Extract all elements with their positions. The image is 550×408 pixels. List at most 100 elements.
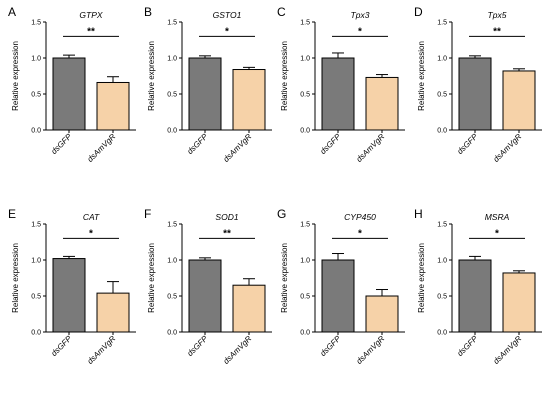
y-tick-label: 1.5 bbox=[31, 20, 41, 27]
x-tick-label: dsAmVgR bbox=[492, 334, 524, 366]
gene-title: MSRA bbox=[485, 212, 510, 222]
gene-title: SOD1 bbox=[215, 212, 238, 222]
x-tick-label: dsGFP bbox=[49, 132, 73, 156]
panel-letter: D bbox=[414, 5, 423, 19]
bar-dsGFP bbox=[321, 57, 355, 131]
panel-H: H Relative expression 0.0 0.5 1.0 1.5 dsGFP dsA… bbox=[414, 207, 542, 366]
significance-marker: * bbox=[225, 26, 229, 37]
y-axis-label: Relative expression bbox=[147, 243, 156, 313]
panel-letter: E bbox=[8, 207, 16, 221]
bar-dsAmVgR bbox=[232, 69, 266, 131]
y-tick-label: 0.0 bbox=[167, 128, 177, 135]
y-tick-label: 0.0 bbox=[31, 128, 41, 135]
y-tick-label: 0.0 bbox=[167, 330, 177, 337]
gene-title: GTPX bbox=[79, 10, 102, 20]
x-tick-label: dsAmVgR bbox=[222, 334, 254, 366]
y-tick-label: 1.5 bbox=[437, 222, 447, 229]
bar-dsGFP bbox=[321, 259, 355, 333]
y-tick-label: 0.5 bbox=[300, 294, 310, 301]
y-tick-label: 1.5 bbox=[437, 20, 447, 27]
panel-D: D Relative expression 0.0 0.5 1.0 1.5 dsGFP dsA… bbox=[414, 5, 542, 164]
y-tick-label: 0.5 bbox=[167, 294, 177, 301]
y-tick-label: 0.0 bbox=[437, 128, 447, 135]
significance-marker: * bbox=[89, 228, 93, 239]
significance-marker: ** bbox=[493, 26, 501, 37]
bar-dsGFP bbox=[458, 57, 492, 131]
gene-title: CAT bbox=[83, 212, 100, 222]
gene-title: CYP450 bbox=[344, 212, 376, 222]
y-tick-label: 0.5 bbox=[167, 92, 177, 99]
panel-G: G Relative expression 0.0 0.5 1.0 1.5 dsGFP dsA… bbox=[277, 207, 405, 366]
bar-dsAmVgR bbox=[96, 81, 130, 131]
significance-marker: ** bbox=[223, 228, 231, 239]
significance-marker: * bbox=[358, 26, 362, 37]
y-tick-label: 0.5 bbox=[31, 294, 41, 301]
y-tick-label: 1.0 bbox=[437, 258, 447, 265]
y-tick-label: 1.0 bbox=[167, 258, 177, 265]
y-tick-label: 1.0 bbox=[300, 56, 310, 63]
gene-title: GSTO1 bbox=[213, 10, 242, 20]
y-tick-label: 1.0 bbox=[167, 56, 177, 63]
significance-marker: * bbox=[495, 228, 499, 239]
y-axis-label: Relative expression bbox=[417, 41, 426, 111]
x-tick-label: dsGFP bbox=[49, 334, 73, 358]
y-axis-label: Relative expression bbox=[280, 243, 289, 313]
bar-dsAmVgR bbox=[365, 295, 399, 333]
significance-marker: ** bbox=[87, 26, 95, 37]
y-tick-label: 1.0 bbox=[31, 258, 41, 265]
y-axis-label: Relative expression bbox=[417, 243, 426, 313]
y-tick-label: 1.5 bbox=[300, 20, 310, 27]
panel-letter: C bbox=[277, 5, 286, 19]
panel-letter: H bbox=[414, 207, 423, 221]
y-tick-label: 1.0 bbox=[437, 56, 447, 63]
x-tick-label: dsAmVgR bbox=[222, 132, 254, 164]
y-tick-label: 0.5 bbox=[437, 294, 447, 301]
x-tick-label: dsAmVgR bbox=[492, 132, 524, 164]
y-axis-label: Relative expression bbox=[147, 41, 156, 111]
panel-C: C Relative expression 0.0 0.5 1.0 1.5 dsGFP dsA… bbox=[277, 5, 405, 164]
x-tick-label: dsGFP bbox=[455, 334, 479, 358]
y-tick-label: 1.5 bbox=[300, 222, 310, 229]
gene-title: Tpx3 bbox=[351, 10, 370, 20]
panel-letter: A bbox=[8, 5, 16, 19]
panel-letter: B bbox=[144, 5, 152, 19]
panel-E: E Relative expression 0.0 0.5 1.0 1.5 dsGFP dsA… bbox=[8, 207, 136, 366]
gene-title: Tpx5 bbox=[488, 10, 507, 20]
bar-dsAmVgR bbox=[502, 272, 536, 333]
x-tick-label: dsGFP bbox=[185, 334, 209, 358]
x-tick-label: dsGFP bbox=[318, 132, 342, 156]
y-tick-label: 1.5 bbox=[167, 20, 177, 27]
bar-dsGFP bbox=[188, 259, 222, 333]
y-tick-label: 1.0 bbox=[300, 258, 310, 265]
x-tick-label: dsGFP bbox=[455, 132, 479, 156]
y-tick-label: 0.5 bbox=[437, 92, 447, 99]
bar-dsAmVgR bbox=[502, 70, 536, 131]
y-tick-label: 1.5 bbox=[167, 222, 177, 229]
bar-dsAmVgR bbox=[96, 292, 130, 333]
x-tick-label: dsAmVgR bbox=[86, 334, 118, 366]
y-axis-label: Relative expression bbox=[11, 41, 20, 111]
panel-letter: F bbox=[144, 207, 151, 221]
y-axis-label: Relative expression bbox=[11, 243, 20, 313]
x-tick-label: dsGFP bbox=[318, 334, 342, 358]
panel-B: B Relative expression 0.0 0.5 1.0 1.5 dsGFP dsA… bbox=[144, 5, 272, 164]
bar-dsAmVgR bbox=[232, 284, 266, 333]
y-tick-label: 0.5 bbox=[300, 92, 310, 99]
panel-F: F Relative expression 0.0 0.5 1.0 1.5 dsGFP dsA… bbox=[144, 207, 272, 366]
bar-dsGFP bbox=[188, 57, 222, 131]
y-tick-label: 0.0 bbox=[31, 330, 41, 337]
y-tick-label: 0.0 bbox=[437, 330, 447, 337]
panel-A: A Relative expression 0.0 0.5 1.0 1.5 dsGFP dsA… bbox=[8, 5, 136, 164]
x-tick-label: dsAmVgR bbox=[355, 334, 387, 366]
bar-dsAmVgR bbox=[365, 76, 399, 131]
x-tick-label: dsAmVgR bbox=[355, 132, 387, 164]
y-tick-label: 0.0 bbox=[300, 330, 310, 337]
y-tick-label: 0.0 bbox=[300, 128, 310, 135]
y-axis-label: Relative expression bbox=[280, 41, 289, 111]
significance-marker: * bbox=[358, 228, 362, 239]
bar-dsGFP bbox=[52, 258, 86, 333]
x-tick-label: dsAmVgR bbox=[86, 132, 118, 164]
bar-dsGFP bbox=[458, 259, 492, 333]
x-tick-label: dsGFP bbox=[185, 132, 209, 156]
